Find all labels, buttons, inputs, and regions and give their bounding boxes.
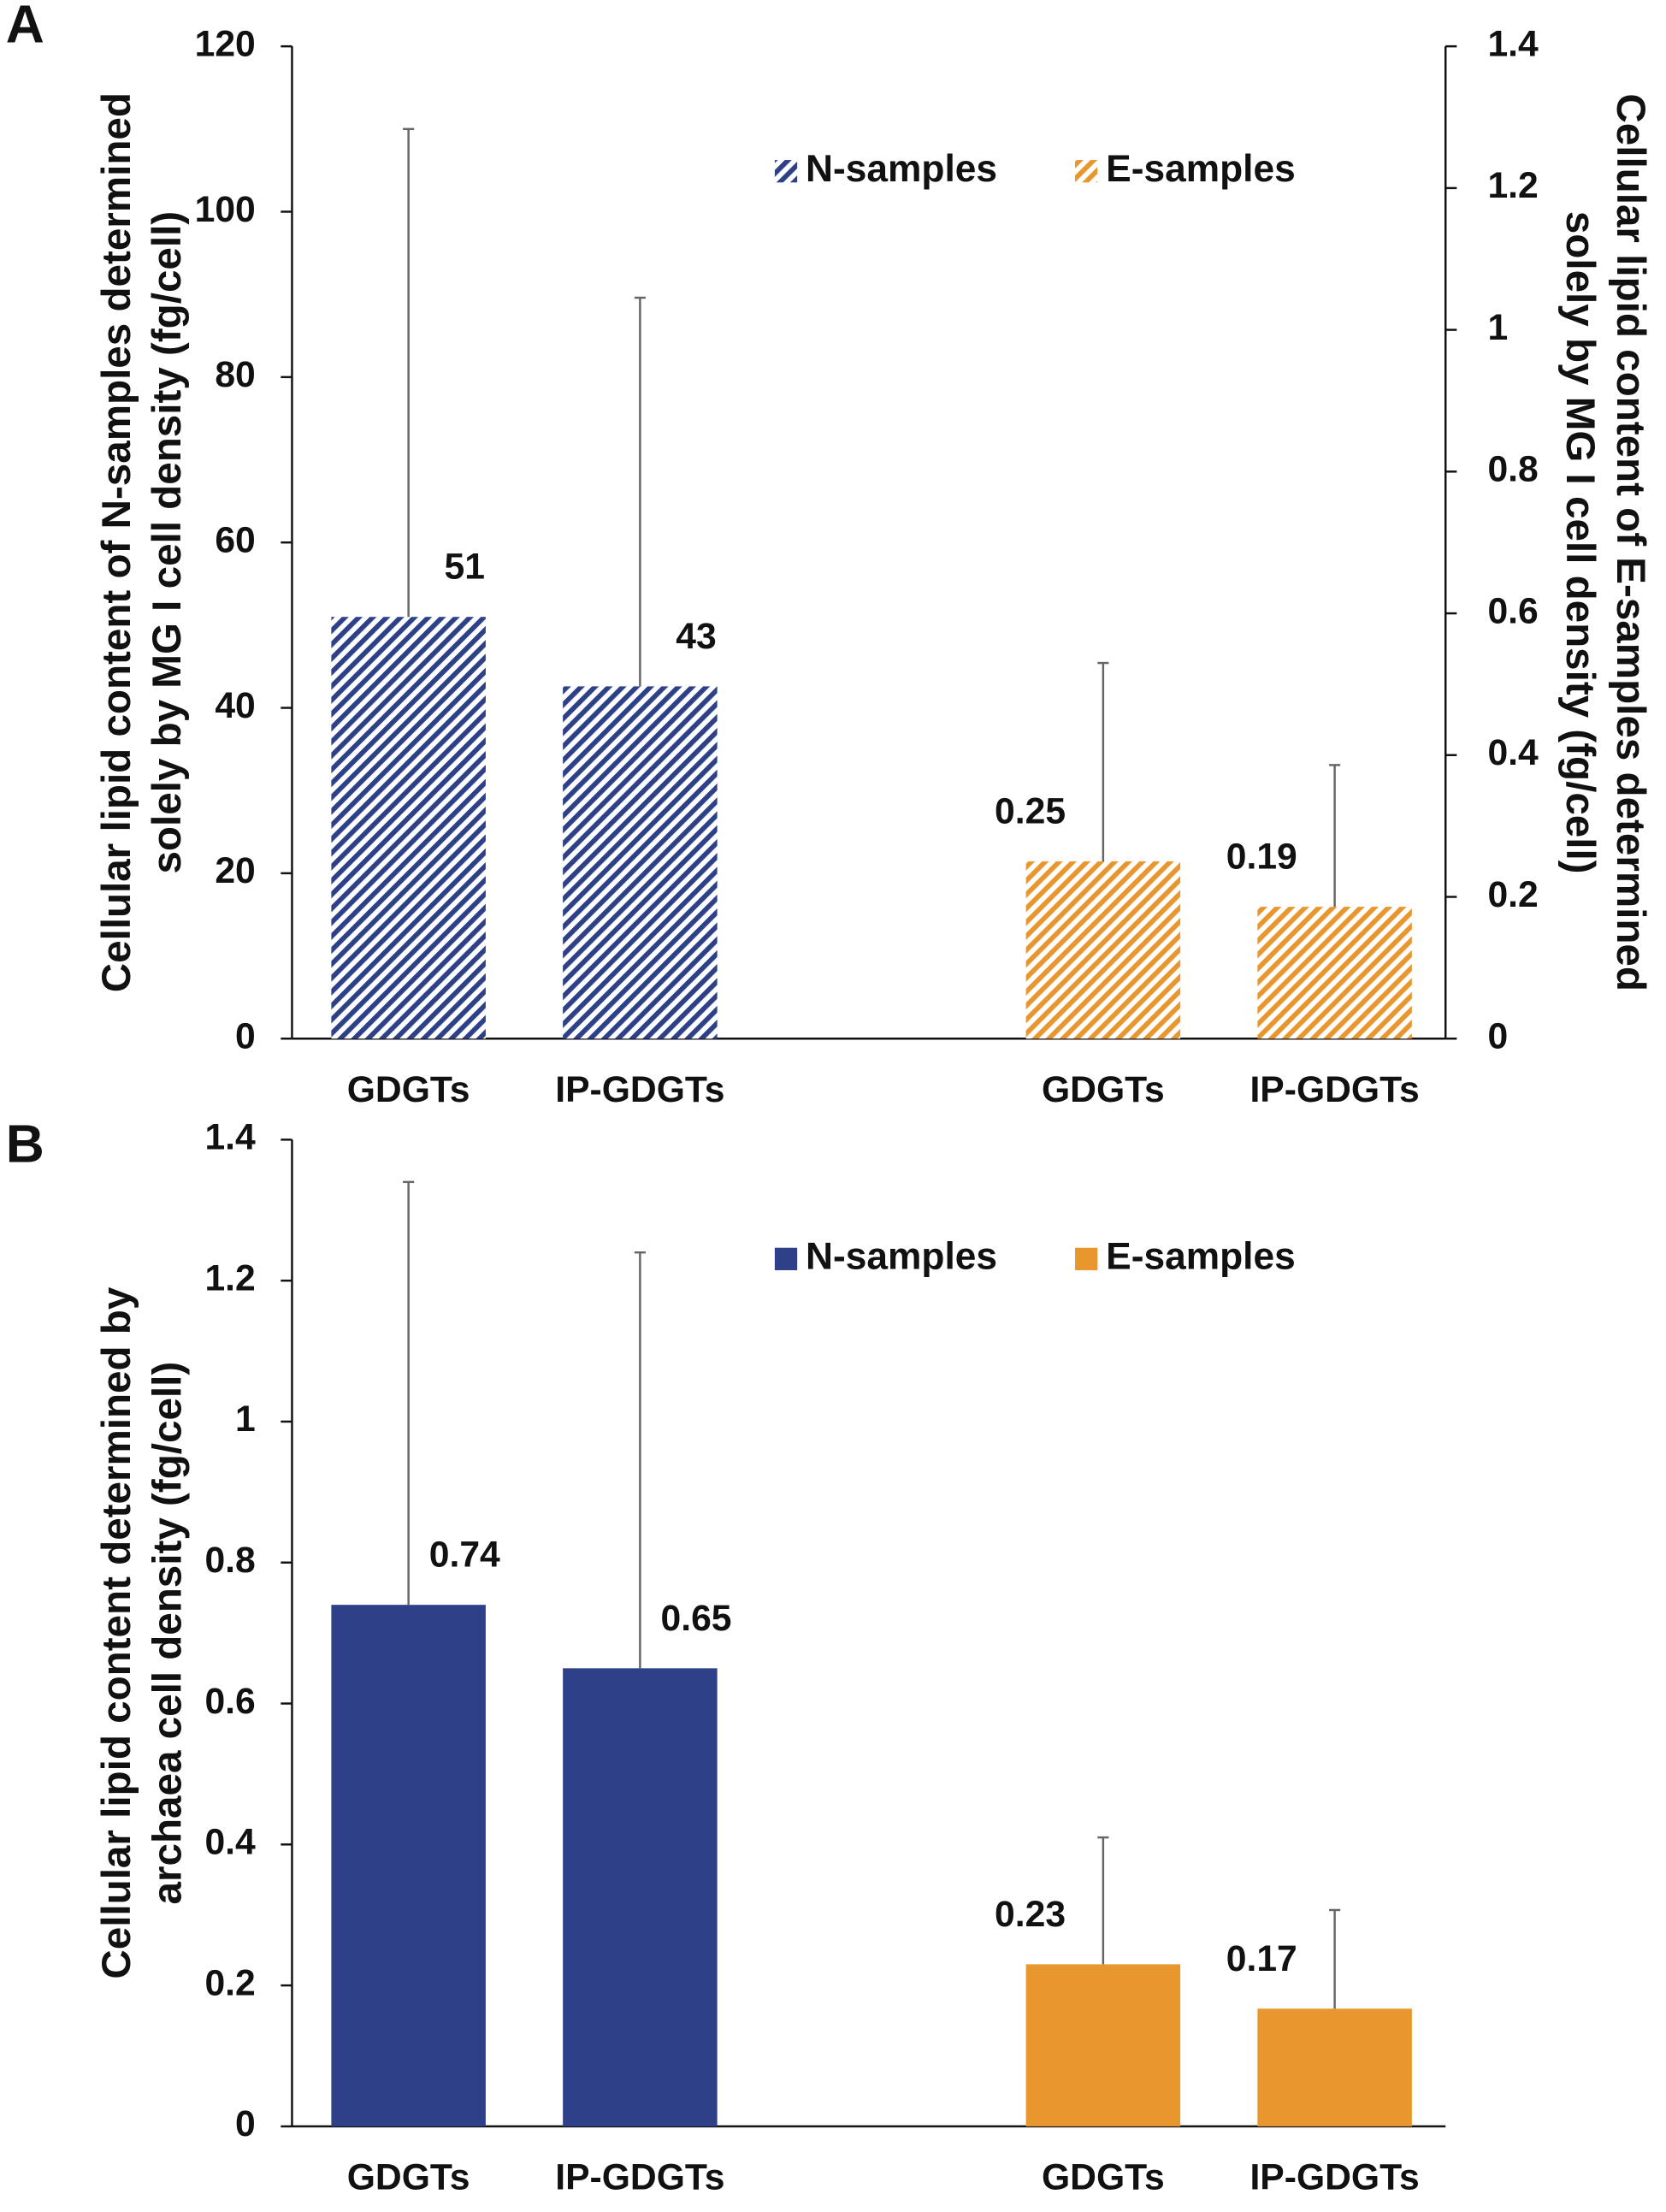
bar xyxy=(1257,907,1412,1039)
y2-tick-label: 1.2 xyxy=(1487,165,1538,206)
y2-tick-label: 0.8 xyxy=(1487,449,1538,490)
data-label: 0.25 xyxy=(995,791,1066,832)
y-axis-title: solely by MG I cell density (fg/cell) xyxy=(145,211,190,874)
data-label: 0.74 xyxy=(429,1535,500,1576)
y2-tick-label: 0.4 xyxy=(1487,732,1539,773)
y-tick-label: 0.2 xyxy=(204,1962,255,2003)
panel-label: A xyxy=(6,0,44,54)
bar xyxy=(563,1668,718,2126)
legend-label: E-samples xyxy=(1106,148,1296,190)
y-tick-label: 60 xyxy=(215,519,255,560)
y-tick-label: 40 xyxy=(215,685,255,726)
y-tick-label: 0.8 xyxy=(204,1540,255,1581)
legend-swatch xyxy=(1075,160,1098,183)
bar xyxy=(331,617,486,1039)
y2-tick-label: 0.2 xyxy=(1487,874,1538,915)
y2-tick-label: 0 xyxy=(1487,1016,1508,1057)
x-tick-label: GDGTs xyxy=(347,2157,470,2198)
x-tick-label: IP-GDGTs xyxy=(1250,2157,1419,2198)
legend-label: E-samples xyxy=(1106,1236,1296,1278)
x-tick-label: IP-GDGTs xyxy=(1250,1069,1419,1110)
y-tick-label: 0 xyxy=(235,2103,256,2144)
y-tick-label: 0 xyxy=(235,1016,256,1057)
y-tick-label: 1.4 xyxy=(204,1117,256,1158)
bar xyxy=(563,686,718,1039)
y-tick-label: 0.4 xyxy=(204,1822,256,1863)
data-label: 0.17 xyxy=(1226,1938,1297,1979)
y-tick-label: 0.6 xyxy=(204,1681,255,1722)
legend-label: N-samples xyxy=(806,1236,997,1278)
y2-axis-title: Cellular lipid content of E-samples dete… xyxy=(1608,93,1653,991)
bar xyxy=(331,1605,486,2126)
legend-label: N-samples xyxy=(806,148,997,190)
y2-axis-title: solely by MG I cell density (fg/cell) xyxy=(1557,211,1603,874)
data-label: 0.19 xyxy=(1226,837,1297,878)
bar xyxy=(1025,861,1181,1039)
data-label: 0.65 xyxy=(661,1598,732,1639)
y-tick-label: 120 xyxy=(195,23,256,64)
x-tick-label: IP-GDGTs xyxy=(555,2157,724,2198)
legend-swatch xyxy=(774,1247,798,1270)
legend-swatch xyxy=(1075,1247,1098,1270)
y2-tick-label: 0.6 xyxy=(1487,590,1538,631)
data-label: 43 xyxy=(676,616,716,657)
data-label: 0.23 xyxy=(995,1894,1066,1935)
y-tick-label: 1.2 xyxy=(204,1257,255,1298)
y-tick-label: 20 xyxy=(215,850,255,891)
data-label: 51 xyxy=(445,547,485,588)
bar xyxy=(1257,2008,1412,2126)
y-tick-label: 1 xyxy=(235,1399,256,1440)
y-tick-label: 80 xyxy=(215,354,255,395)
y-tick-label: 100 xyxy=(195,189,256,230)
x-tick-label: GDGTs xyxy=(1042,1069,1165,1110)
y-axis-title: Cellular lipid content determined by xyxy=(94,1286,139,1978)
panel-label: B xyxy=(6,1115,44,1174)
x-tick-label: GDGTs xyxy=(347,1069,470,1110)
x-tick-label: GDGTs xyxy=(1042,2157,1165,2198)
y2-tick-label: 1.4 xyxy=(1487,23,1539,64)
x-tick-label: IP-GDGTs xyxy=(555,1069,724,1110)
bar xyxy=(1025,1964,1181,2126)
y-axis-title: Cellular lipid content of N-samples dete… xyxy=(94,92,139,992)
y2-tick-label: 1 xyxy=(1487,307,1508,348)
legend-swatch xyxy=(774,160,798,183)
y-axis-title: archaea cell density (fg/cell) xyxy=(145,1362,190,1905)
